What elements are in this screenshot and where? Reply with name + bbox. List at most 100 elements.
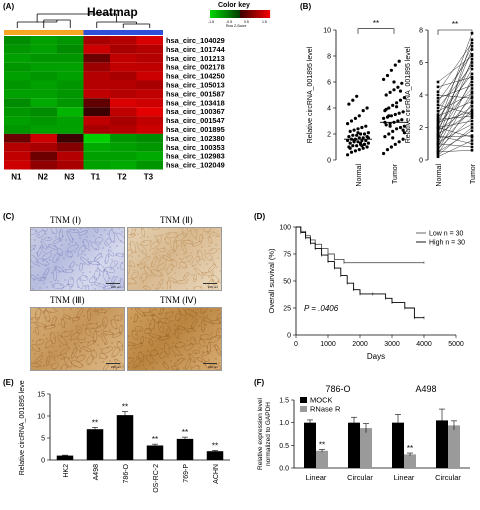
cell-nucleus <box>56 258 58 260</box>
scatter-point <box>348 146 352 150</box>
paired-point <box>436 90 440 94</box>
row-label: hsa_circ_105013 <box>166 81 225 90</box>
cell-nucleus <box>135 334 137 336</box>
tissue-structure <box>128 342 135 346</box>
tissue-structure <box>164 342 170 356</box>
cell-nucleus <box>84 254 86 256</box>
cell-nucleus <box>104 260 106 262</box>
scatter-point <box>362 142 367 146</box>
scatter-point <box>361 136 365 140</box>
heatmap-cell <box>30 44 57 54</box>
tissue-structure <box>201 351 209 357</box>
tissue-structure <box>208 248 218 254</box>
tissue-structure <box>133 343 143 349</box>
tissue-structure <box>76 279 84 289</box>
cell-nucleus <box>72 321 74 323</box>
cell-nucleus <box>191 274 193 276</box>
heatmap-cell <box>83 71 110 81</box>
tissue-structure <box>93 267 101 281</box>
cell-nucleus <box>178 319 180 321</box>
cell-nucleus <box>32 288 34 290</box>
scatter-point <box>401 137 405 141</box>
paired-point <box>470 116 474 120</box>
tissue-structure <box>88 308 98 313</box>
scatter-point <box>395 127 399 131</box>
cell-nucleus <box>162 308 164 310</box>
tissue-structure <box>53 238 61 244</box>
tissue-structure <box>151 314 161 324</box>
tissue-texture-2 <box>128 228 221 290</box>
panel-label-f: (F) <box>254 378 265 387</box>
cell-nucleus <box>176 254 178 256</box>
scatter-point <box>396 85 400 89</box>
cell-nucleus <box>180 332 182 334</box>
tissue-structure <box>164 237 172 245</box>
row-label: hsa_circ_101744 <box>166 45 226 54</box>
cell-nucleus <box>43 251 45 253</box>
cell-nucleus <box>139 329 141 331</box>
cell-nucleus <box>110 320 112 322</box>
heatmap-cell <box>136 98 163 108</box>
cell-nucleus <box>167 242 169 244</box>
cell-nucleus <box>105 334 107 336</box>
heatmap-cell <box>4 36 31 45</box>
cell-nucleus <box>109 360 111 362</box>
scale-bar-4 <box>203 363 217 364</box>
color-key-swatch <box>256 10 259 18</box>
tissue-structure <box>52 253 60 263</box>
tissue-structure <box>96 263 106 273</box>
tissue-structure <box>131 330 139 340</box>
heatmap-cell <box>4 89 31 99</box>
survival-y-tick-label: 100 <box>279 225 291 232</box>
cell-nucleus <box>45 264 47 266</box>
scatter-point <box>361 146 365 150</box>
cell-nucleus <box>160 274 162 276</box>
cell-nucleus <box>45 347 47 349</box>
heatmap-cell <box>57 44 84 54</box>
tissue-structure <box>86 355 94 365</box>
cell-nucleus <box>162 339 164 341</box>
cell-nucleus <box>156 362 158 364</box>
cell-nucleus <box>67 283 69 285</box>
tissue-structure <box>120 277 124 289</box>
cell-nucleus <box>53 368 55 370</box>
paired-point <box>470 48 474 51</box>
cell-nucleus <box>73 229 75 231</box>
scatter-y-tick-label: 8 <box>327 54 331 61</box>
cell-nucleus <box>201 246 203 248</box>
tissue-structure <box>56 354 66 360</box>
cell-nucleus <box>199 316 201 318</box>
e-significance: ** <box>92 418 98 427</box>
tissue-structure <box>157 335 171 341</box>
cell-nucleus <box>33 362 35 364</box>
e-y-tick-label: 15 <box>37 392 45 399</box>
tissue-structure <box>140 240 152 246</box>
tissue-structure <box>128 249 133 257</box>
heatmap-cell <box>83 142 110 152</box>
scatter-point <box>382 151 386 156</box>
cell-nucleus <box>94 288 96 290</box>
scatter-point <box>346 122 350 126</box>
cell-nucleus <box>85 328 87 330</box>
tissue-structure <box>31 229 38 235</box>
paired-point <box>436 114 440 118</box>
cell-nucleus <box>186 340 188 342</box>
tissue-structure <box>141 272 147 282</box>
tissue-structure <box>217 312 221 320</box>
cell-nucleus <box>149 363 151 365</box>
cell-nucleus <box>67 252 69 254</box>
heatmap-cell <box>136 133 163 143</box>
tissue-structure <box>151 228 161 230</box>
cell-nucleus <box>159 283 161 285</box>
cell-nucleus <box>89 271 91 273</box>
circrna-expression-charts: 0 2 4 6 8 10 Relative circRNA_001895 level Norm… <box>307 19 477 186</box>
cell-nucleus <box>165 260 167 262</box>
tissue-structure <box>101 346 113 354</box>
cell-nucleus <box>213 262 215 264</box>
tissue-structure <box>159 317 171 325</box>
cell-nucleus <box>50 250 52 252</box>
cell-nucleus <box>181 240 183 242</box>
cell-nucleus <box>134 229 136 231</box>
heatmap-cell <box>57 107 84 117</box>
paired-point <box>436 122 440 126</box>
